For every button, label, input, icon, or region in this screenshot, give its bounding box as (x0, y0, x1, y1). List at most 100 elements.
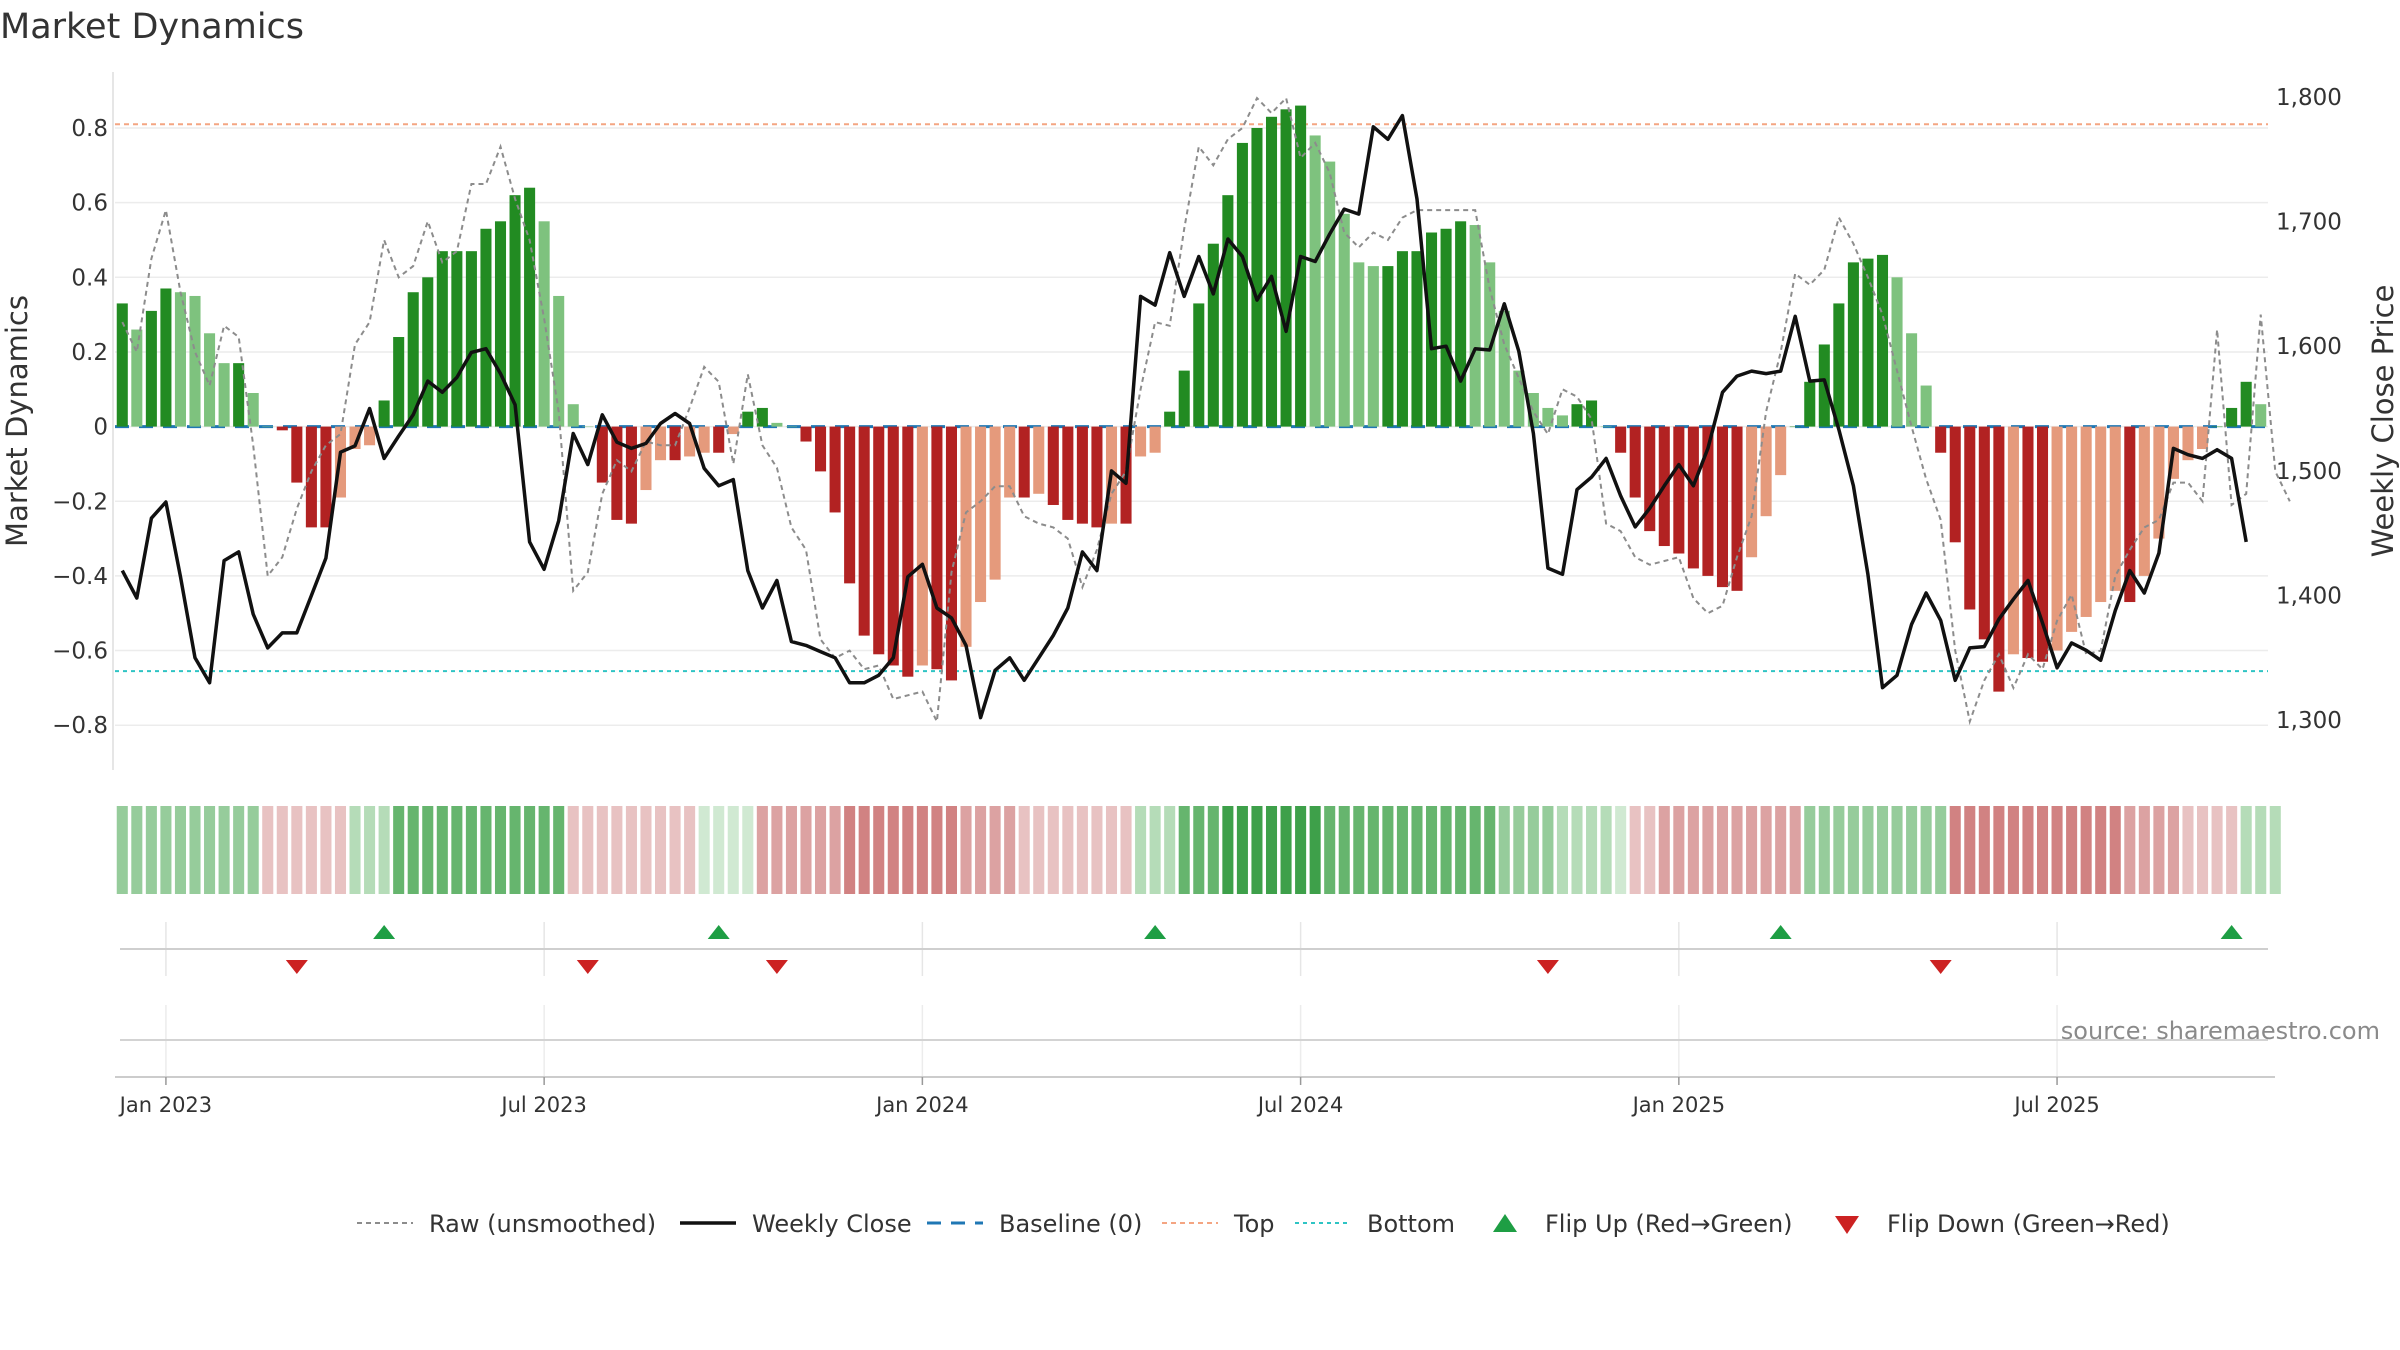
flip-down-marker (576, 960, 599, 974)
dynamics-bar (1280, 109, 1292, 427)
regime-strip-cell (2153, 806, 2165, 894)
regime-strip-cell (349, 806, 361, 894)
right-tick-label: 1,700 (2276, 210, 2342, 236)
regime-strip-cell (1629, 806, 1641, 894)
regime-strip-cell (1527, 806, 1539, 894)
dynamics-bar (1353, 262, 1365, 427)
regime-strip-cell (1542, 806, 1554, 894)
dynamics-bar (1076, 426, 1088, 524)
regime-strip-cell (2124, 806, 2136, 894)
dynamics-bar (2182, 426, 2194, 461)
regime-strip-cell (451, 806, 463, 894)
regime-strip-cell (698, 806, 710, 894)
dynamics-bar (320, 426, 332, 528)
regime-strip-cell (1658, 806, 1670, 894)
dynamics-bar (1615, 426, 1627, 453)
dynamics-bar (1629, 426, 1641, 498)
dynamics-bar (1164, 411, 1176, 427)
dynamics-bar (451, 251, 463, 427)
dynamics-bar (785, 426, 797, 428)
dynamics-bar (1600, 426, 1612, 428)
dynamics-bar (1702, 426, 1714, 576)
dynamics-bar (1396, 251, 1408, 427)
dynamics-bar (1411, 251, 1423, 427)
dynamics-bar (1455, 221, 1467, 427)
regime-strip-cell (1047, 806, 1059, 894)
dynamics-bar (291, 426, 303, 483)
regime-strip-cell (640, 806, 652, 894)
dynamics-bar (975, 426, 987, 603)
regime-strip-cell (1062, 806, 1074, 894)
dynamics-bar (960, 426, 972, 647)
regime-strip-cell (2095, 806, 2107, 894)
regime-strip-cell (1091, 806, 1103, 894)
regime-strip-cell (1600, 806, 1612, 894)
dynamics-bar (276, 426, 288, 431)
dynamics-bar (1862, 258, 1874, 427)
left-tick-label: 0.6 (71, 191, 108, 217)
dynamics-bar (1789, 426, 1801, 428)
dynamics-bar (393, 337, 405, 427)
dynamics-bar (2022, 426, 2034, 659)
regime-strip-cell (916, 806, 928, 894)
dynamics-bar (1004, 426, 1016, 498)
regime-strip-cell (989, 806, 1001, 894)
regime-strip-cell (1556, 806, 1568, 894)
dynamics-bar (1644, 426, 1656, 532)
regime-strip-cell (553, 806, 565, 894)
dynamics-bar (349, 426, 361, 449)
flip-up-marker (1769, 925, 1792, 939)
regime-strip-cell (1367, 806, 1379, 894)
dynamics-bar (844, 426, 856, 584)
dynamics-bar (829, 426, 841, 513)
dynamics-bar (2007, 426, 2019, 655)
regime-strip-cell (2138, 806, 2150, 894)
regime-strip-cell (1731, 806, 1743, 894)
regime-strip-cell (494, 806, 507, 894)
dynamics-bar (1906, 333, 1918, 427)
dynamics-bar (1687, 426, 1699, 569)
right-tick-label: 1,600 (2276, 334, 2342, 360)
dynamics-bar (1309, 135, 1321, 427)
dynamics-bar (2036, 426, 2049, 662)
dynamics-bar (1018, 426, 1030, 498)
right-tick-label: 1,400 (2276, 584, 2342, 610)
dynamics-bar (1265, 116, 1278, 427)
dynamics-bar (887, 426, 899, 666)
dynamics-bar (582, 426, 594, 428)
dynamics-bar (1236, 142, 1248, 427)
dynamics-bar (1513, 370, 1525, 427)
regime-strip-cell (2197, 806, 2209, 894)
regime-strip-cell (1935, 806, 1947, 894)
dynamics-bar (1964, 426, 1976, 610)
dynamics-bar (1920, 385, 1932, 427)
dynamics-bar (1847, 262, 1859, 427)
regime-strip-cell (815, 806, 827, 894)
axes: 0.8 0.6 0.4 0.2 0 −0.2 −0.4 −0.6 −0.8 1,800 1,700 1… (52, 72, 2342, 770)
regime-strip-cell (262, 806, 274, 894)
regime-strip-cell (1426, 806, 1438, 894)
legend-weekly-close-label: Weekly Close (752, 1210, 912, 1238)
dynamics-bar (1876, 254, 1889, 427)
regime-strip-cell (1862, 806, 1874, 894)
left-tick-label: −0.8 (52, 713, 108, 739)
regime-strip-cell (902, 806, 914, 894)
dynamics-bar (1047, 426, 1059, 505)
flip-down-marker (285, 960, 308, 974)
chart-title: Market Dynamics (0, 7, 304, 47)
regime-strip-cell (1993, 806, 2005, 894)
dynamics-bar (131, 329, 143, 427)
dynamics-bar (116, 303, 128, 427)
regime-strip-cell (582, 806, 594, 894)
dynamics-bar (233, 363, 245, 427)
dynamics-bar (422, 277, 434, 427)
regime-strip-cell (713, 806, 725, 894)
regime-strip-cell (1906, 806, 1918, 894)
regime-strip-cell (1280, 806, 1292, 894)
dynamics-bar (611, 426, 623, 520)
regime-strip-cell (654, 806, 667, 894)
dynamics-bar (407, 292, 419, 427)
dynamics-bar (916, 426, 928, 666)
regime-strip-cell (829, 806, 841, 894)
regime-strip-cell (1251, 806, 1263, 894)
